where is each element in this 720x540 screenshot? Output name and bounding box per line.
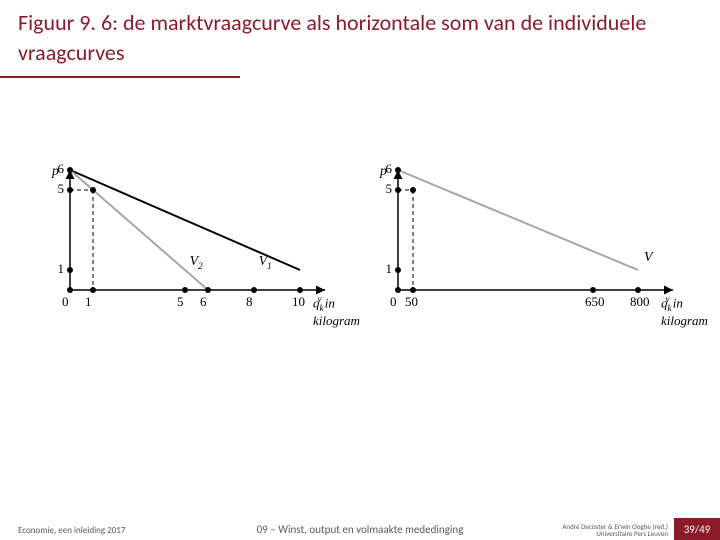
title-text: Figuur 9. 6: de marktvraagcurve als hori… (18, 9, 646, 66)
slide-title: Figuur 9. 6: de marktvraagcurve als hori… (18, 8, 702, 67)
ytick-label: 5 (386, 181, 393, 197)
footer: Economie, een inleiding 2017 09 – Winst,… (0, 518, 720, 540)
footer-right-line2: Universitaire Pers Leuven (562, 530, 668, 538)
x-axis-label: qkv inkilogram (313, 294, 360, 329)
chart-left: V1V2156p0156810qkv inkilogram (40, 160, 340, 320)
page-badge: 39/49 (674, 518, 720, 540)
xtick-label: 650 (585, 294, 605, 310)
page-number: 39/49 (684, 523, 711, 536)
title-underline (0, 76, 240, 78)
xtick-label: 6 (200, 294, 207, 310)
xtick-label: 10 (292, 294, 305, 310)
xtick-label: 8 (246, 294, 253, 310)
xtick-label: 1 (85, 294, 92, 310)
xtick-label: 0 (390, 294, 397, 310)
xtick-label: 5 (177, 294, 184, 310)
xtick-label: 50 (405, 294, 418, 310)
charts-area: V1V2156p0156810qkv inkilogram V156p05065… (40, 160, 680, 360)
slide: Figuur 9. 6: de marktvraagcurve als hori… (0, 0, 720, 540)
footer-right: André Decoster & Erwin Ooghe (red.) Univ… (562, 523, 668, 538)
ytick-label: 1 (386, 261, 393, 277)
chart-right: V156p050650800qkv inkilogram (370, 160, 690, 320)
x-axis-label: qkv inkilogram (661, 294, 708, 329)
curve-label: V1 (259, 254, 272, 271)
curve-label: V (644, 250, 653, 266)
ytick-label: 5 (58, 181, 65, 197)
xtick-label: 0 (62, 294, 69, 310)
y-axis-label: p (52, 164, 59, 180)
ytick-label: 1 (58, 261, 65, 277)
curve-label: V2 (190, 254, 203, 271)
y-axis-label: p (380, 164, 387, 180)
xtick-label: 800 (630, 294, 650, 310)
